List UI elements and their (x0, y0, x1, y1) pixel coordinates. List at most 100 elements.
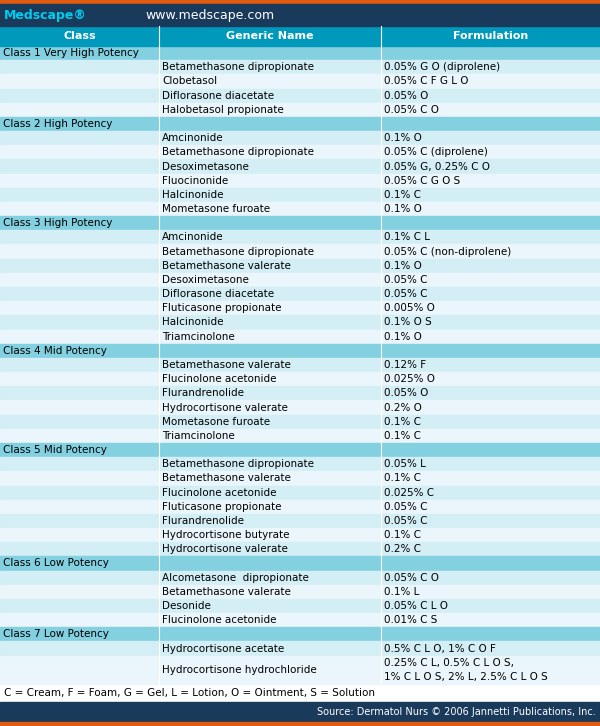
Text: C = Cream, F = Foam, G = Gel, L = Lotion, O = Ointment, S = Solution: C = Cream, F = Foam, G = Gel, L = Lotion… (4, 688, 375, 698)
Bar (0, 117, 600, 131)
Text: 0.05% L: 0.05% L (384, 460, 426, 469)
Text: 0.05% O: 0.05% O (384, 388, 428, 399)
Bar (0, 60, 600, 74)
Bar (0, 330, 600, 343)
Text: 0.05% C O: 0.05% C O (384, 105, 439, 115)
Text: Class 6 Low Potency: Class 6 Low Potency (3, 558, 109, 568)
Text: Flurandrenolide: Flurandrenolide (162, 516, 244, 526)
Text: Halobetasol propionate: Halobetasol propionate (162, 105, 284, 115)
Text: 0.5% C L O, 1% C O F: 0.5% C L O, 1% C O F (384, 643, 496, 653)
Bar (0, 386, 600, 401)
Bar (0, 642, 600, 656)
Text: 0.05% G O (diprolene): 0.05% G O (diprolene) (384, 62, 500, 73)
Text: Betamethasone valerate: Betamethasone valerate (162, 261, 291, 271)
Text: 0.05% C: 0.05% C (384, 502, 427, 512)
Text: 0.1% C: 0.1% C (384, 530, 421, 540)
Bar (0, 287, 600, 301)
Bar (0, 528, 600, 542)
Bar (0, 160, 600, 174)
Text: 0.12% F: 0.12% F (384, 360, 426, 370)
Bar (0, 301, 600, 315)
Text: Desoximetasone: Desoximetasone (162, 161, 249, 171)
Text: Halcinonide: Halcinonide (162, 317, 223, 327)
Text: Alcometasone  dipropionate: Alcometasone dipropionate (162, 573, 309, 583)
Text: 0.1% C: 0.1% C (384, 473, 421, 484)
Text: 1% C L O S, 2% L, 2.5% C L O S: 1% C L O S, 2% L, 2.5% C L O S (384, 672, 548, 682)
Bar (0, 514, 600, 528)
Bar (0, 722, 600, 726)
Text: Betamethasone valerate: Betamethasone valerate (162, 360, 291, 370)
Bar (0, 245, 600, 258)
Bar (0, 188, 600, 202)
Text: 0.005% O: 0.005% O (384, 303, 435, 314)
Bar (0, 26, 600, 46)
Bar (0, 145, 600, 160)
Text: 0.1% O S: 0.1% O S (384, 317, 432, 327)
Text: 0.05% O: 0.05% O (384, 91, 428, 101)
Text: 0.05% G, 0.25% C O: 0.05% G, 0.25% C O (384, 161, 490, 171)
Text: Betamethasone dipropionate: Betamethasone dipropionate (162, 62, 314, 73)
Bar (0, 315, 600, 330)
Text: Hydrocortisone valerate: Hydrocortisone valerate (162, 544, 288, 555)
Text: Class 7 Low Potency: Class 7 Low Potency (3, 629, 109, 640)
Text: Fluticasone propionate: Fluticasone propionate (162, 502, 281, 512)
Bar (0, 202, 600, 216)
Text: Betamethasone valerate: Betamethasone valerate (162, 587, 291, 597)
Text: Hydrocortisone butyrate: Hydrocortisone butyrate (162, 530, 290, 540)
Text: 0.25% C L, 0.5% C L O S,: 0.25% C L, 0.5% C L O S, (384, 658, 514, 668)
Text: 0.1% L: 0.1% L (384, 587, 419, 597)
Text: Betamethasone dipropionate: Betamethasone dipropionate (162, 147, 314, 158)
Text: 0.05% C L O: 0.05% C L O (384, 601, 448, 611)
Text: Hydrocortisone hydrochloride: Hydrocortisone hydrochloride (162, 665, 317, 675)
Bar (0, 216, 600, 230)
Text: Flucinolone acetonide: Flucinolone acetonide (162, 374, 277, 384)
Text: 0.1% C: 0.1% C (384, 417, 421, 427)
Text: Hydrocortisone valerate: Hydrocortisone valerate (162, 402, 288, 412)
Text: Fluocinonide: Fluocinonide (162, 176, 228, 186)
Bar (0, 372, 600, 386)
Bar (0, 358, 600, 372)
Text: 0.05% C: 0.05% C (384, 289, 427, 299)
Bar (0, 599, 600, 613)
Text: www.medscape.com: www.medscape.com (145, 9, 274, 22)
Bar (0, 102, 600, 117)
Bar (0, 273, 600, 287)
Bar (0, 584, 600, 599)
Bar (0, 174, 600, 188)
Text: Diflorasone diacetate: Diflorasone diacetate (162, 289, 274, 299)
Text: Class 2 High Potency: Class 2 High Potency (3, 119, 112, 129)
Bar (0, 702, 600, 722)
Text: Desonide: Desonide (162, 601, 211, 611)
Text: Fluticasone propionate: Fluticasone propionate (162, 303, 281, 314)
Text: Flucinolone acetonide: Flucinolone acetonide (162, 488, 277, 497)
Text: Class 5 Mid Potency: Class 5 Mid Potency (3, 445, 107, 455)
Text: Class: Class (63, 31, 96, 41)
Text: 0.1% C L: 0.1% C L (384, 232, 430, 242)
Bar (0, 556, 600, 571)
Bar (0, 443, 600, 457)
Text: Mometasone furoate: Mometasone furoate (162, 204, 270, 214)
Text: 0.1% O: 0.1% O (384, 332, 422, 342)
Bar (0, 89, 600, 102)
Text: Source: Dermatol Nurs © 2006 Jannetti Publications, Inc.: Source: Dermatol Nurs © 2006 Jannetti Pu… (317, 707, 596, 717)
Text: 0.2% O: 0.2% O (384, 402, 422, 412)
Bar (0, 627, 600, 642)
Text: Flucinolone acetonide: Flucinolone acetonide (162, 615, 277, 625)
Bar (0, 46, 600, 60)
Text: Amcinonide: Amcinonide (162, 232, 224, 242)
Text: 0.05% C G O S: 0.05% C G O S (384, 176, 460, 186)
Text: 0.2% C: 0.2% C (384, 544, 421, 555)
Text: 0.025% O: 0.025% O (384, 374, 435, 384)
Text: Hydrocortisone acetate: Hydrocortisone acetate (162, 643, 284, 653)
Text: Medscape®: Medscape® (4, 9, 87, 22)
Text: Generic Name: Generic Name (226, 31, 314, 41)
Text: 0.1% O: 0.1% O (384, 204, 422, 214)
Bar (0, 471, 600, 486)
Text: 0.05% C: 0.05% C (384, 516, 427, 526)
Text: Class 3 High Potency: Class 3 High Potency (3, 219, 112, 228)
Text: 0.05% C F G L O: 0.05% C F G L O (384, 76, 469, 86)
Text: Betamethasone valerate: Betamethasone valerate (162, 473, 291, 484)
Bar (0, 401, 600, 415)
Text: Flurandrenolide: Flurandrenolide (162, 388, 244, 399)
Text: Class 1 Very High Potency: Class 1 Very High Potency (3, 48, 139, 58)
